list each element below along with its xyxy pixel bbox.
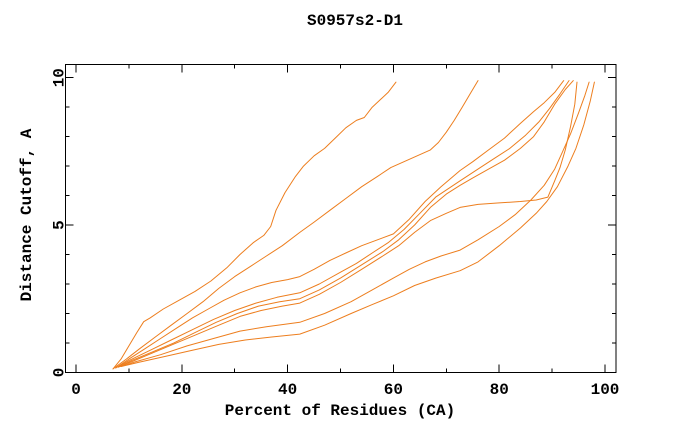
y-axis-label: Distance Cutoff, A <box>18 128 36 302</box>
curve-line-1 <box>112 81 397 370</box>
curve-line-7 <box>120 81 590 367</box>
chart-title: S0957s2-D1 <box>306 12 404 30</box>
x-tick-label: 60 <box>384 381 403 399</box>
y-tick-label: 10 <box>51 68 69 87</box>
curve-line-5 <box>117 80 574 368</box>
y-tick-label: 0 <box>51 368 69 378</box>
curve-line-4 <box>115 80 570 369</box>
x-tick-label: 0 <box>71 381 81 399</box>
y-tick-label: 5 <box>51 220 69 230</box>
x-tick-label: 40 <box>278 381 297 399</box>
x-tick-label: 80 <box>490 381 509 399</box>
curve-line-2 <box>112 80 479 370</box>
x-tick-label: 100 <box>591 381 620 399</box>
curve-line-8 <box>120 81 595 367</box>
curve-line-3 <box>115 80 565 369</box>
plot-border <box>65 64 617 373</box>
x-tick-label: 20 <box>172 381 191 399</box>
x-axis-label: Percent of Residues (CA) <box>224 402 456 420</box>
curve-line-6 <box>117 81 578 368</box>
